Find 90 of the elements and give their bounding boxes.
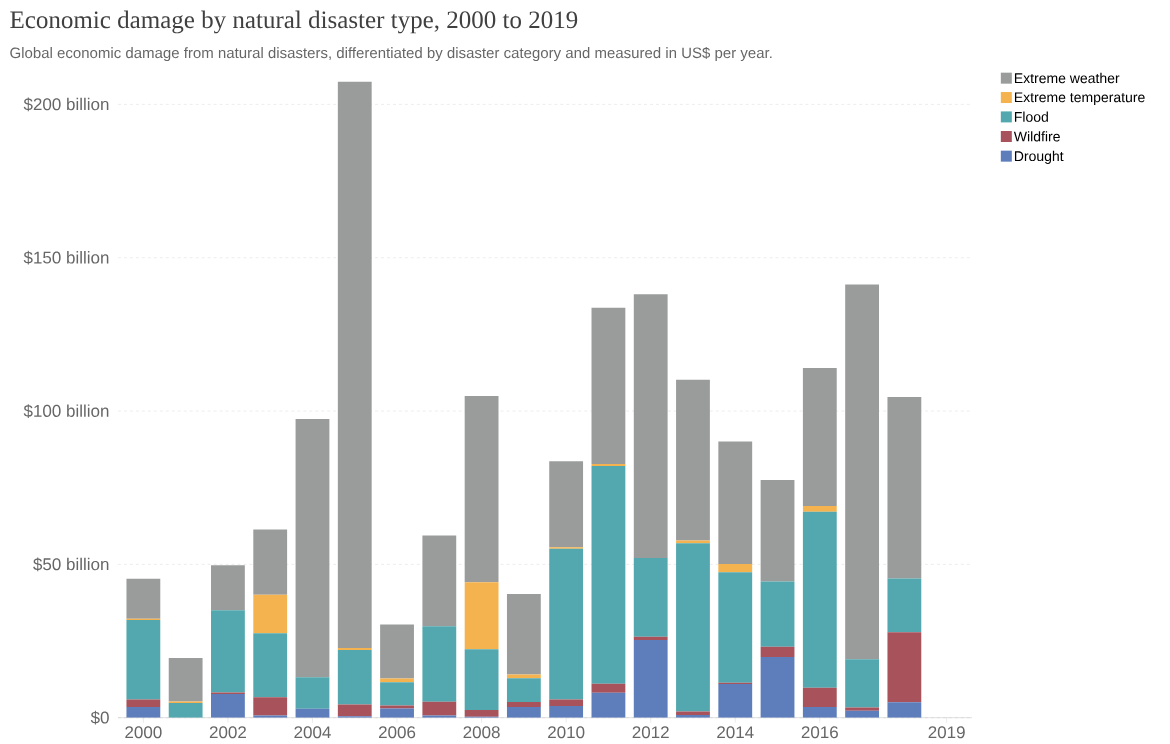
bar xyxy=(506,674,541,679)
bar xyxy=(676,540,710,544)
x-tick-label: 2000 xyxy=(125,726,162,739)
x-tick-label: 2019 xyxy=(928,726,965,739)
bar xyxy=(633,640,668,718)
bar xyxy=(464,710,499,717)
bar xyxy=(464,582,499,650)
bar xyxy=(380,705,414,709)
bar xyxy=(591,307,626,465)
legend-label: Extreme temperature xyxy=(1014,92,1145,106)
bar xyxy=(464,396,499,583)
bar xyxy=(506,702,541,707)
bar xyxy=(422,626,457,702)
bar xyxy=(802,368,837,507)
bar xyxy=(887,632,922,703)
x-tick-label: 2008 xyxy=(463,726,500,739)
bar xyxy=(591,683,626,693)
bar xyxy=(506,706,541,718)
x-tick-label: 2012 xyxy=(632,726,669,739)
y-tick-label: $100 billion xyxy=(23,404,109,418)
bar xyxy=(718,441,753,565)
bar xyxy=(422,535,457,627)
bar xyxy=(168,702,203,718)
x-tick-label: 2004 xyxy=(294,726,331,739)
bar xyxy=(633,294,668,558)
bar xyxy=(380,682,414,706)
bar xyxy=(887,396,922,579)
bar xyxy=(718,564,753,573)
bar xyxy=(380,678,414,683)
bar xyxy=(506,678,541,703)
bar xyxy=(845,659,879,708)
bar xyxy=(253,633,288,698)
bar xyxy=(464,649,499,711)
x-tick-label: 2016 xyxy=(801,726,838,739)
legend-label: Wildfire xyxy=(1013,131,1060,142)
legend-label: Extreme weather xyxy=(1014,72,1120,84)
bar xyxy=(845,284,879,660)
bar xyxy=(253,529,288,595)
bar xyxy=(718,683,753,718)
bar xyxy=(676,379,710,541)
y-tick-label: $200 billion xyxy=(23,97,109,112)
bar xyxy=(887,702,922,718)
legend-label: Flood xyxy=(1014,111,1048,122)
bar xyxy=(887,578,922,633)
bar xyxy=(380,624,414,679)
bar xyxy=(211,610,245,693)
bar xyxy=(337,81,372,649)
bar xyxy=(337,704,372,717)
bar xyxy=(633,557,668,637)
x-tick-label: 2006 xyxy=(378,726,416,739)
bar xyxy=(253,697,288,716)
y-tick-label: $0 xyxy=(90,710,109,725)
bar xyxy=(802,687,837,707)
x-tick-label: 2010 xyxy=(548,726,585,739)
bar xyxy=(126,619,161,700)
bar xyxy=(126,706,161,718)
chart-subtitle: Global economic damage from natural disasters, differentiated by disaster category and measured in US$ per year. xyxy=(10,46,772,62)
bar xyxy=(506,594,541,675)
bar xyxy=(760,480,795,582)
bar xyxy=(718,572,753,683)
y-tick-label: $50 billion xyxy=(33,557,109,572)
bar xyxy=(845,707,879,711)
bar xyxy=(549,706,584,718)
bar xyxy=(676,543,710,712)
bar xyxy=(211,565,245,611)
bar xyxy=(253,594,288,634)
bar xyxy=(295,677,330,709)
bar xyxy=(126,578,161,619)
bar xyxy=(295,419,330,678)
bar xyxy=(591,465,626,684)
y-tick-label: $150 billion xyxy=(23,250,109,265)
legend-label: Drought xyxy=(1014,150,1064,164)
bar xyxy=(337,649,372,705)
bar xyxy=(802,506,837,512)
bar xyxy=(591,692,626,718)
bar xyxy=(760,656,795,718)
bar xyxy=(549,699,584,707)
bar xyxy=(211,694,245,718)
bar xyxy=(760,581,795,647)
x-tick-label: 2002 xyxy=(209,726,246,739)
bar xyxy=(549,548,584,700)
bar xyxy=(549,461,584,548)
bar xyxy=(760,646,795,657)
bar xyxy=(126,699,161,707)
bar xyxy=(422,701,457,716)
chart-title: Economic damage by natural disaster type, 2000 to 2019 xyxy=(10,10,578,34)
bar xyxy=(802,511,837,688)
bar xyxy=(802,706,837,718)
bar xyxy=(168,657,203,702)
x-tick-label: 2014 xyxy=(717,726,754,739)
